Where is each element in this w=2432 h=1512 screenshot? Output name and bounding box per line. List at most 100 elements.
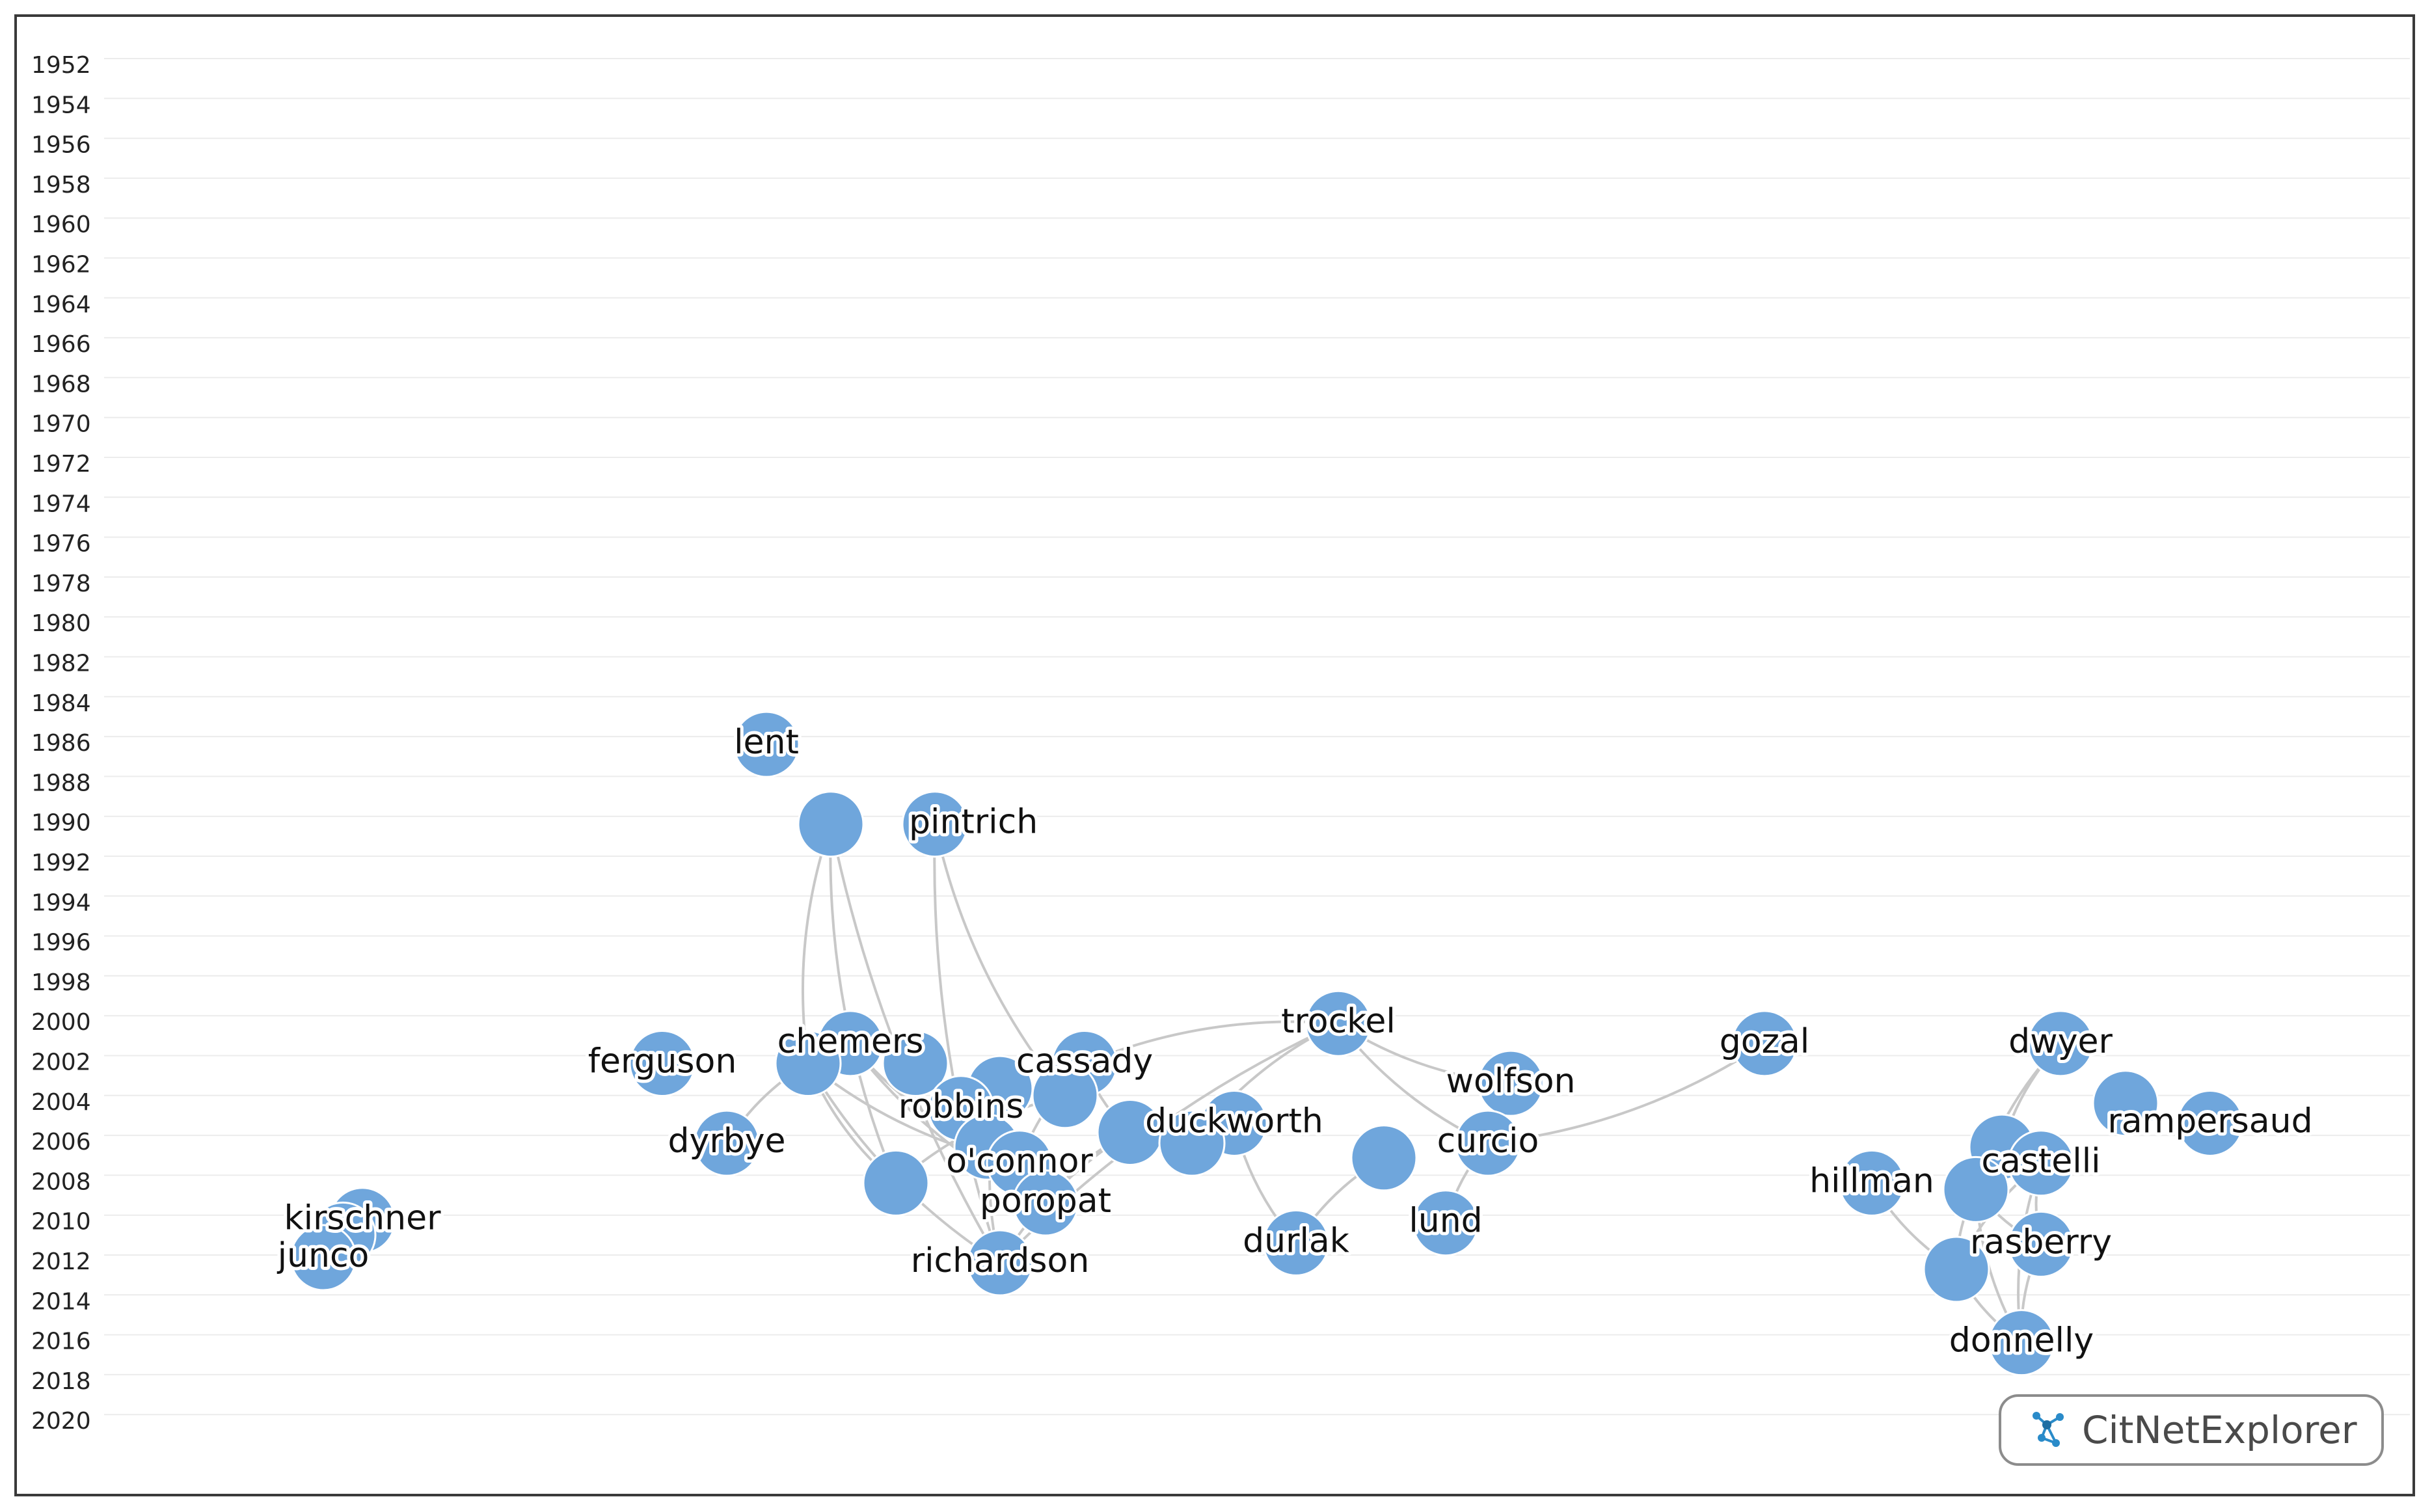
publication-node-curcio[interactable]: [1454, 1109, 1522, 1177]
citation-link: [1084, 1020, 1339, 1065]
publication-node-donnelly[interactable]: [1988, 1309, 2055, 1377]
year-tick-label: 1994: [31, 889, 91, 916]
year-tick-label: 1962: [31, 252, 91, 278]
year-tick-label: 1966: [31, 331, 91, 358]
author-label-rampersaud: rampersaud: [2107, 1101, 2312, 1141]
author-label-robbins: robbins: [898, 1087, 1024, 1126]
publication-node-dwyer[interactable]: [2027, 1010, 2094, 1077]
publication-node-lent[interactable]: [733, 710, 800, 778]
year-tick-label: 2000: [31, 1009, 91, 1036]
citation-link: [934, 824, 1066, 1097]
year-tick-label: 1970: [31, 411, 91, 438]
author-label-duckworth: duckworth: [1145, 1101, 1323, 1141]
year-tick-label: 1976: [31, 531, 91, 558]
author-label-cassady: cassady: [1016, 1042, 1153, 1081]
publication-node-richardson[interactable]: [966, 1229, 1034, 1297]
publication-node-n-2012-a[interactable]: [1923, 1235, 1990, 1303]
publication-node-ferguson[interactable]: [628, 1030, 696, 1097]
citation-link: [829, 824, 897, 1184]
publication-node-n-2006-a[interactable]: [1158, 1109, 1226, 1177]
author-labels: lent pintrich chemers ferguson cassady robbin…: [274, 720, 2316, 1364]
author-label-gozal: gozal: [1720, 1022, 1809, 1061]
publication-node-n-2007-b[interactable]: [1350, 1124, 1418, 1192]
year-tick-label: 2002: [31, 1049, 91, 1076]
author-label-junco: junco: [277, 1236, 370, 1275]
citation-links: [322, 824, 2062, 1344]
publication-node-junco[interactable]: [290, 1224, 357, 1291]
publication-node-n-2002-c[interactable]: [882, 1030, 949, 1097]
citnetexplorer-badge: CitNetExplorer: [1999, 1394, 2384, 1466]
author-label-trockel: trockel: [1281, 1002, 1396, 1041]
publication-node-rasberry[interactable]: [2007, 1210, 2075, 1278]
author-label-dwyer: dwyer: [2008, 1022, 2113, 1061]
year-axis: 1952 1954 1956 1958 1960 1962 1964 1966 1968 1970…: [31, 52, 91, 1435]
year-tick-label: 1988: [31, 770, 91, 796]
publication-node-pintrich[interactable]: [901, 790, 969, 858]
author-label-durlak: durlak: [1243, 1221, 1349, 1260]
author-label-kirschner: kirschner: [284, 1199, 442, 1238]
publication-node-poropat[interactable]: [1012, 1169, 1079, 1237]
publication-node-durlak[interactable]: [1262, 1209, 1330, 1276]
author-label-richardson: richardson: [911, 1241, 1090, 1280]
year-tick-label: 1960: [31, 211, 91, 238]
publication-node-n-2008-a[interactable]: [862, 1149, 930, 1217]
year-tick-label: 1974: [31, 491, 91, 517]
year-tick-label: 1990: [31, 810, 91, 837]
year-tick-label: 1972: [31, 451, 91, 478]
publication-node-n-2008-b[interactable]: [1942, 1155, 2010, 1223]
year-tick-label: 1982: [31, 651, 91, 677]
year-tick-label: 2004: [31, 1089, 91, 1116]
author-label-hillman: hillman: [1809, 1161, 1934, 1200]
author-label-lent: lent: [734, 723, 799, 762]
publication-node-castelli[interactable]: [2007, 1129, 2075, 1197]
year-tick-label: 1956: [31, 132, 91, 159]
year-tick-label: 1964: [31, 291, 91, 318]
publication-node-lund[interactable]: [1412, 1189, 1479, 1257]
citation-link: [933, 824, 1001, 1263]
publication-node-n-2004-b[interactable]: [2092, 1070, 2159, 1137]
publication-node-hillman[interactable]: [1838, 1149, 1906, 1217]
year-tick-label: 1958: [31, 172, 91, 198]
year-tick-label: 1952: [31, 52, 91, 79]
author-label-lund: lund: [1409, 1202, 1482, 1241]
publication-node-trockel[interactable]: [1304, 990, 1372, 1057]
author-label-wolfson: wolfson: [1446, 1062, 1576, 1101]
publication-node-chemers-b[interactable]: [774, 1030, 842, 1097]
publication-nodes[interactable]: [290, 710, 2244, 1377]
year-tick-label: 1984: [31, 690, 91, 717]
publication-node-gozal[interactable]: [1731, 1010, 1798, 1077]
year-tick-label: 2006: [31, 1129, 91, 1155]
year-tick-label: 2014: [31, 1288, 91, 1315]
year-tick-label: 1980: [31, 610, 91, 637]
year-tick-label: 1954: [31, 92, 91, 118]
author-label-curcio: curcio: [1437, 1122, 1539, 1161]
year-tick-label: 2010: [31, 1209, 91, 1235]
year-grid: [104, 58, 2410, 1416]
year-tick-label: 2008: [31, 1168, 91, 1195]
author-label-poropat: poropat: [980, 1181, 1111, 1221]
publication-node-wolfson[interactable]: [1477, 1049, 1545, 1117]
author-label-pintrich: pintrich: [909, 803, 1038, 842]
year-tick-label: 1998: [31, 969, 91, 996]
author-label-castelli: castelli: [1981, 1142, 2100, 1181]
year-tick-label: 1992: [31, 850, 91, 876]
year-tick-label: 1968: [31, 371, 91, 398]
year-tick-label: 2016: [31, 1329, 91, 1355]
author-label-ferguson: ferguson: [588, 1042, 737, 1081]
author-label-rasberry: rasberry: [1970, 1222, 2112, 1262]
year-tick-label: 2012: [31, 1249, 91, 1275]
publication-node-pintrich-a[interactable]: [797, 790, 865, 858]
publication-node-dyrbye[interactable]: [693, 1109, 761, 1177]
author-label-oconnor: o'connor: [946, 1142, 1093, 1181]
year-tick-label: 2018: [31, 1368, 91, 1395]
network-logo-icon: [2033, 1412, 2064, 1447]
year-tick-label: 2020: [31, 1408, 91, 1435]
publication-node-rampersaud[interactable]: [2176, 1089, 2244, 1157]
publication-node-n-2004-a[interactable]: [1031, 1062, 1099, 1129]
author-label-donnelly: donnelly: [1949, 1321, 2094, 1360]
citation-link: [1487, 1042, 1766, 1145]
year-tick-label: 1978: [31, 571, 91, 597]
year-tick-label: 1986: [31, 730, 91, 757]
author-label-dyrbye: dyrbye: [668, 1122, 786, 1161]
